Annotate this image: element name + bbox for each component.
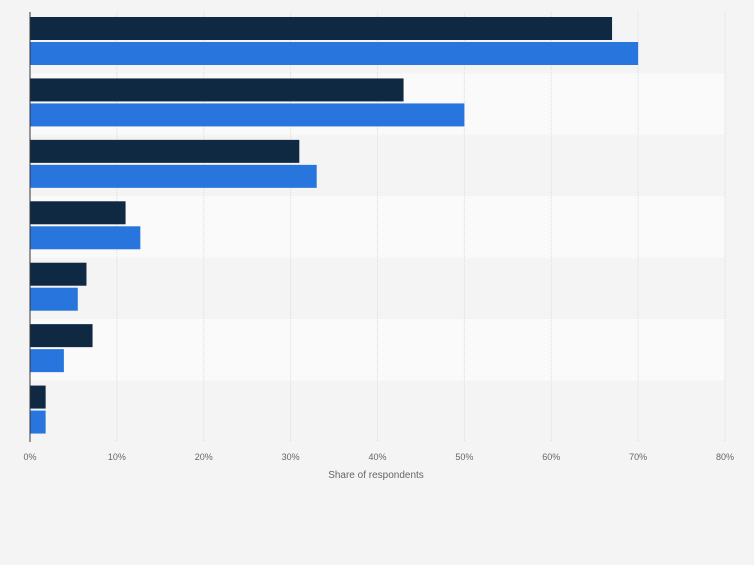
bar-series2-row4	[30, 226, 141, 250]
bar-series1-row1	[30, 17, 613, 40]
bar-series1-row6	[30, 324, 93, 348]
bar-series1-row5	[30, 262, 87, 286]
x-tick-labels: 0% 10% 20% 30% 40% 50% 60% 70% 80%	[23, 452, 734, 462]
x-axis-title: Share of respondents	[328, 470, 424, 481]
x-tick-label-70: 70%	[629, 452, 647, 462]
x-tick-label-60: 60%	[542, 452, 560, 462]
bar-series1-row7	[30, 385, 46, 409]
x-tick-label-50: 50%	[455, 452, 473, 462]
bar-series2-row5	[30, 287, 78, 311]
x-tick-label-30: 30%	[282, 452, 300, 462]
x-tick-label-10: 10%	[108, 452, 126, 462]
x-tick-label-80: 80%	[716, 452, 734, 462]
bar-series2-row1	[30, 42, 639, 65]
x-tick-label-0: 0%	[23, 452, 36, 462]
bar-series2-row3	[30, 164, 317, 188]
bar-series2-row7	[30, 410, 46, 434]
bars	[30, 17, 639, 434]
x-tick-label-40: 40%	[368, 452, 386, 462]
bar-series1-row2	[30, 78, 404, 102]
bar-series1-row3	[30, 139, 300, 163]
bar-series2-row2	[30, 103, 465, 127]
bar-series2-row6	[30, 349, 64, 373]
bar-series1-row4	[30, 201, 126, 225]
x-tick-label-20: 20%	[195, 452, 213, 462]
